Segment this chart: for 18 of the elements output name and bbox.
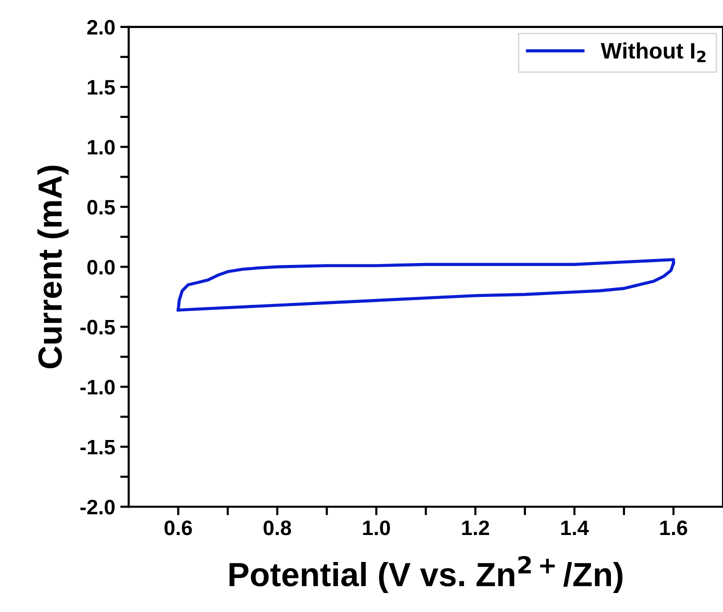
y-tick-label: 0.5 bbox=[87, 200, 115, 215]
y-tick-label: -0.5 bbox=[80, 320, 115, 335]
x-tick-label: 1.2 bbox=[462, 520, 490, 536]
x-tick-label: 0.8 bbox=[264, 520, 292, 536]
y-axis-title: Current (mA) bbox=[37, 166, 68, 368]
y-tick-label: 2.0 bbox=[87, 20, 115, 35]
y-tick-label: -1.0 bbox=[80, 380, 115, 395]
x-tick-label: 0.6 bbox=[164, 520, 192, 536]
x-tick-label: 1.6 bbox=[660, 520, 688, 536]
legend-label: Without I$_{2}$ bbox=[600, 42, 706, 62]
x-axis-title: Potential (V vs. Zn$^{2+}$/Zn) bbox=[230, 556, 622, 594]
y-tick-label: 1.0 bbox=[88, 140, 115, 155]
y-tick-label: -2.0 bbox=[80, 500, 115, 514]
y-tick-label: 0.0 bbox=[87, 260, 115, 275]
x-tick-label: 1.4 bbox=[561, 520, 589, 536]
x-tick-label: 1.0 bbox=[363, 520, 390, 536]
y-tick-label: 1.5 bbox=[88, 80, 115, 95]
y-tick-label: -1.5 bbox=[80, 440, 115, 455]
